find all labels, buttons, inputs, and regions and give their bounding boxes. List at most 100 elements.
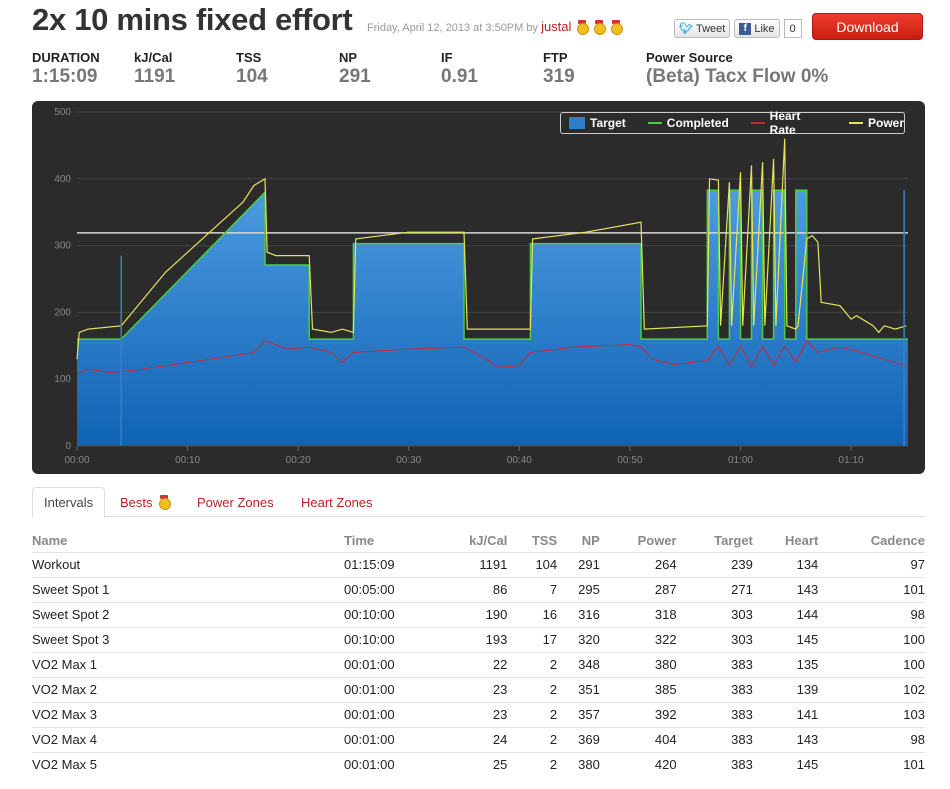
table-cell: 00:10:00 [262,601,432,627]
table-cell: 17 [507,626,558,652]
power-chart-svg: 0 100 200 300 400 500 00:00 00:10 00:20 00:30 00:4… [54,107,908,466]
column-header[interactable]: Name [32,533,68,549]
target-area [77,190,908,446]
medal-icon [576,20,590,35]
table-cell: 316 [557,601,600,627]
table-row[interactable]: Sweet Spot 3 00:10:00 193 17 320 322 303 145 100 [32,626,925,652]
column-header[interactable]: TSS [531,533,558,549]
stat-value: 319 [543,66,575,87]
stat-value: 1:15:09 [32,66,98,87]
y-tick-label: 0 [65,441,71,452]
table-cell: 7 [507,576,558,602]
table-cell: 144 [752,601,819,627]
table-cell: 320 [557,626,600,652]
tab-label: Bests [120,494,153,510]
x-tick-label: 00:10 [175,455,200,466]
table-cell: VO2 Max 4 [32,726,262,752]
tab-bests[interactable]: Bests [109,487,181,517]
column-header[interactable]: Cadence [870,533,925,549]
table-cell: 145 [752,626,819,652]
table-cell: VO2 Max 3 [32,701,262,727]
table-cell: 16 [507,601,558,627]
tab-label: Power Zones [197,494,274,510]
column-header[interactable]: Heart [785,533,819,549]
legend-item-target[interactable]: Target [569,116,626,130]
author-link[interactable]: justal [541,19,572,34]
table-cell: 00:01:00 [262,651,432,677]
workout-date: Friday, April 12, 2013 at 3:50PM by [367,22,538,34]
table-cell: 2 [507,751,558,777]
table-cell: 141 [752,701,819,727]
stat-tss: TSS 104 [236,50,268,88]
table-cell: 190 [432,601,508,627]
column-header[interactable]: kJ/Cal [469,533,508,549]
table-cell: 22 [432,651,508,677]
stat-value: 291 [339,66,371,87]
download-button[interactable]: Download [812,13,923,40]
table-cell: Sweet Spot 2 [32,601,262,627]
table-cell: 369 [557,726,600,752]
column-header[interactable]: NP [581,533,600,549]
table-cell: 404 [599,726,677,752]
table-row[interactable]: Sweet Spot 2 00:10:00 190 16 316 318 303 144 98 [32,601,925,627]
table-cell: 392 [599,701,677,727]
y-tick-label: 400 [54,174,71,185]
facebook-like-button[interactable]: f Like [734,19,780,38]
column-header[interactable]: Target [714,533,753,549]
table-cell: 383 [676,751,753,777]
x-tick-label: 00:20 [286,455,311,466]
tab-intervals[interactable]: Intervals [32,487,106,518]
table-cell: 98 [818,726,925,752]
table-cell: 100 [818,651,925,677]
table-cell: 86 [432,576,508,602]
social-buttons: 🐦︎ Tweet f Like 0 [674,19,802,38]
stat-value: 1191 [134,66,176,87]
table-cell: 385 [599,676,677,702]
table-cell: 101 [818,576,925,602]
table-cell: 303 [676,601,753,627]
table-cell: 322 [599,626,677,652]
column-header[interactable]: Power [637,533,677,549]
table-cell: 25 [432,751,508,777]
table-cell: 383 [676,701,753,727]
legend-item-completed[interactable]: Completed [647,116,729,130]
legend-item-power[interactable]: Power [848,116,904,130]
table-row[interactable]: VO2 Max 2 00:01:00 23 2 351 385 383 139 102 [32,676,925,702]
table-cell: 104 [507,551,558,577]
power-chart[interactable]: 0 100 200 300 400 500 00:00 00:10 00:20 00:30 00:4… [32,101,925,474]
table-cell: 145 [752,751,819,777]
like-label: Like [754,22,775,35]
table-cell: 00:01:00 [262,726,432,752]
table-cell: 00:01:00 [262,676,432,702]
table-cell: Sweet Spot 3 [32,626,262,652]
table-row[interactable]: VO2 Max 4 00:01:00 24 2 369 404 383 143 98 [32,726,925,752]
tweet-button[interactable]: 🐦︎ Tweet [674,19,731,38]
table-cell: 98 [818,601,925,627]
y-tick-label: 100 [54,374,71,385]
x-tick-label: 01:10 [839,455,864,466]
legend-swatch [848,122,863,124]
power-line [76,138,907,360]
column-header[interactable]: Time [344,533,375,549]
table-cell: VO2 Max 2 [32,676,262,702]
stats-bar: DURATION 1:15:09 kJ/Cal 1191 TSS 104 NP … [32,50,932,90]
table-cell: 2 [507,726,558,752]
table-row[interactable]: Workout 01:15:09 1191 104 291 264 239 134 97 [32,551,925,577]
legend-item-heart-rate[interactable]: Heart Rate [750,109,829,137]
interval-tabs: Intervals Bests Power Zones Heart Zones [32,487,925,518]
table-row[interactable]: Sweet Spot 1 00:05:00 86 7 295 287 271 143 101 [32,576,925,602]
tab-power-zones[interactable]: Power Zones [186,487,285,517]
table-cell: 271 [676,576,753,602]
table-cell: 01:15:09 [262,551,432,577]
stat-kj-cal: kJ/Cal 1191 [134,50,175,88]
table-row[interactable]: VO2 Max 3 00:01:00 23 2 357 392 383 141 103 [32,701,925,727]
stat-label: IF [441,50,453,65]
table-cell: 134 [752,551,819,577]
stat-value: 104 [236,66,268,87]
table-row[interactable]: VO2 Max 1 00:01:00 22 2 348 380 383 135 100 [32,651,925,677]
table-cell: 23 [432,676,508,702]
table-row[interactable]: VO2 Max 5 00:01:00 25 2 380 420 383 145 101 [32,751,925,777]
table-cell: 102 [818,676,925,702]
tab-heart-zones[interactable]: Heart Zones [290,487,384,517]
medal-icon [158,495,171,510]
